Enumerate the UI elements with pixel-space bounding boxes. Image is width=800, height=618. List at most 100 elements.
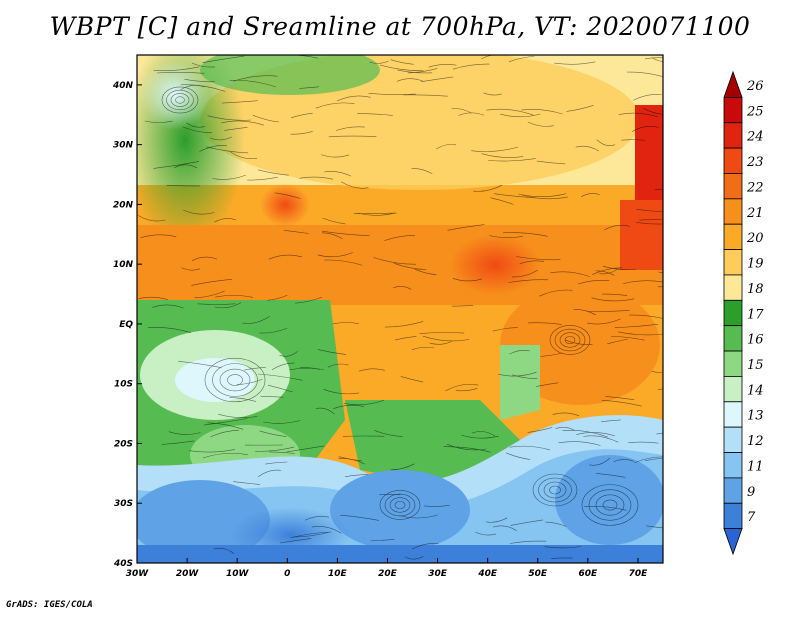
x-tick-label: 30W: [126, 569, 150, 579]
streamline-swirl: [170, 93, 190, 107]
streamline-swirl: [549, 485, 561, 495]
streamline: [338, 458, 365, 465]
y-tick-label: 30S: [114, 499, 133, 509]
streamline: [221, 100, 258, 104]
streamline: [221, 120, 264, 126]
streamline: [321, 232, 343, 240]
x-tick-label: 10E: [328, 569, 348, 579]
streamline: [483, 92, 502, 96]
x-tick-label: 40E: [477, 569, 498, 579]
y-tick-label: 10N: [113, 260, 134, 270]
streamline: [230, 151, 258, 160]
streamline: [161, 440, 195, 445]
streamline: [552, 412, 580, 416]
streamline: [242, 316, 270, 324]
streamline: [374, 430, 403, 437]
streamline: [601, 419, 621, 422]
streamline: [654, 189, 663, 191]
streamline: [321, 230, 370, 236]
streamline: [607, 338, 628, 345]
x-tick-label: 20W: [176, 569, 200, 579]
streamline-swirl: [204, 357, 266, 403]
streamline: [370, 539, 395, 541]
streamline: [257, 469, 281, 478]
colorbar-box: [723, 96, 743, 124]
streamline: [424, 505, 450, 507]
streamline: [317, 252, 353, 258]
streamline: [290, 531, 332, 538]
streamline: [357, 113, 393, 116]
chart-title: WBPT [C] and Sreamline at 700hPa, VT: 20…: [49, 12, 751, 41]
streamline-swirl: [161, 86, 199, 114]
streamline: [510, 519, 544, 526]
streamline: [527, 121, 554, 127]
colorbar-box: [723, 325, 743, 352]
streamline: [229, 79, 276, 88]
streamline: [562, 430, 609, 438]
streamline: [628, 441, 659, 444]
streamline: [445, 383, 479, 392]
streamline: [299, 176, 334, 180]
streamline: [207, 115, 251, 121]
colorbar-label: 9: [747, 485, 755, 500]
streamline: [595, 270, 615, 276]
colorbar-box: [723, 274, 743, 301]
streamline-swirl: [175, 96, 185, 104]
streamline: [493, 193, 537, 199]
streamline: [645, 457, 663, 461]
streamline: [322, 217, 346, 225]
streamline: [191, 62, 216, 68]
colorbar-label: 24: [746, 130, 764, 145]
streamline-swirl: [384, 493, 416, 517]
streamline: [618, 112, 659, 118]
streamline: [244, 367, 266, 371]
streamline: [140, 234, 177, 239]
streamline: [255, 446, 295, 452]
streamline: [212, 174, 246, 180]
streamline: [412, 542, 439, 550]
streamline: [428, 64, 457, 68]
streamline: [584, 506, 627, 511]
streamline: [635, 222, 663, 225]
wbpt-shaded-field: [137, 55, 663, 563]
streamline-swirl: [581, 484, 639, 526]
streamline: [656, 432, 663, 435]
streamline: [267, 384, 293, 393]
streamline: [447, 224, 485, 231]
streamline: [452, 278, 483, 282]
colorbar-box: [723, 376, 743, 403]
streamline: [583, 435, 619, 443]
streamline: [471, 431, 496, 437]
streamline: [576, 432, 615, 437]
streamline: [527, 427, 553, 433]
colorbar-box: [723, 173, 743, 200]
streamline: [368, 93, 416, 95]
streamline: [486, 108, 534, 116]
streamline: [311, 526, 342, 534]
streamline: [565, 339, 593, 346]
colorbar-box: [723, 122, 743, 149]
colorbar-box: [723, 426, 743, 453]
streamline: [500, 113, 541, 118]
streamline: [180, 84, 226, 92]
streamline: [379, 64, 424, 72]
streamline: [631, 125, 659, 132]
streamline: [305, 516, 330, 521]
streamline: [411, 168, 433, 175]
map-frame: [136, 54, 664, 564]
streamline: [294, 531, 331, 538]
colorbar-box: [723, 477, 743, 504]
streamline: [636, 208, 663, 213]
colorbar-label: 17: [747, 307, 764, 322]
streamline: [446, 444, 487, 451]
streamline: [488, 158, 536, 162]
colorbar-label: 12: [747, 434, 764, 449]
streamline: [527, 322, 562, 325]
streamline: [455, 388, 478, 392]
streamline: [156, 72, 205, 74]
streamline: [199, 145, 227, 152]
streamline: [194, 290, 225, 299]
colorbar-box: [723, 502, 743, 530]
streamline-swirl: [394, 501, 406, 509]
streamline: [384, 235, 416, 241]
